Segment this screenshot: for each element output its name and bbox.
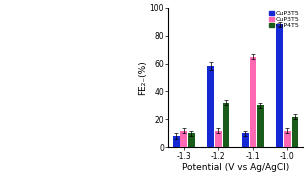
Bar (173, 136, 180, 147)
X-axis label: Potential (V vs Ag/AgCl): Potential (V vs Ag/AgCl) (182, 163, 289, 172)
Y-axis label: FE₂₋(%): FE₂₋(%) (138, 60, 147, 95)
Bar (284, 131, 291, 147)
Bar (242, 133, 249, 147)
Bar (257, 105, 264, 147)
Bar (276, 24, 283, 147)
Bar (181, 131, 187, 147)
Bar (249, 57, 256, 147)
Bar (207, 66, 214, 147)
Bar (222, 103, 229, 147)
Bar (215, 131, 222, 147)
Legend: CuP3T5, CuP3T5, CuP4T5: CuP3T5, CuP3T5, CuP4T5 (269, 11, 300, 29)
Bar (188, 133, 195, 147)
Bar (292, 117, 298, 147)
